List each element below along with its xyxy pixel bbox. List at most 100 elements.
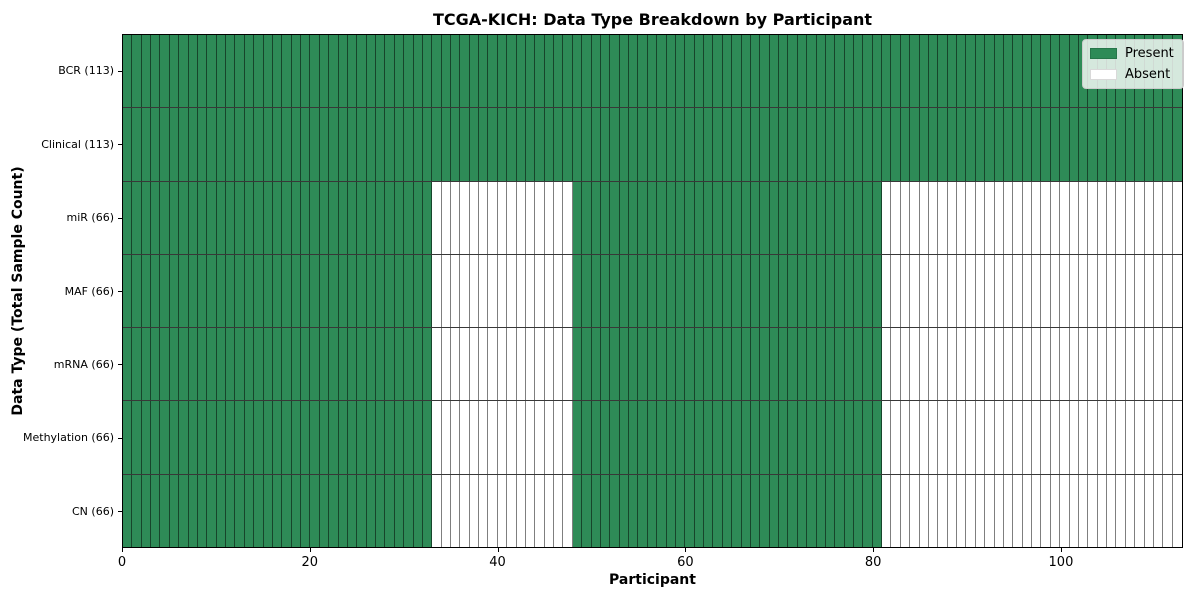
matrix-cell [357,35,367,108]
x-tick-label: 20 [301,555,319,570]
matrix-cell [329,328,339,401]
matrix-cell [919,35,929,108]
matrix-cell [675,181,686,254]
matrix-cell [188,181,198,254]
matrix-cell [1163,401,1173,474]
matrix-cell [657,401,667,474]
matrix-cell [1116,401,1126,474]
matrix-cell [207,328,217,401]
matrix-cell [282,474,292,547]
matrix-cell [376,181,386,254]
matrix-cell [235,328,245,401]
matrix-cell [235,35,245,108]
matrix-cell [779,35,789,108]
matrix-cell [928,328,939,401]
matrix-cell [629,401,639,474]
matrix-cell [947,35,958,108]
matrix-cell [994,254,1004,328]
matrix-cell [844,254,854,328]
matrix-cell [1078,328,1089,401]
matrix-cell [1078,474,1089,547]
matrix-cell [1135,401,1145,474]
matrix-cell [882,474,892,547]
x-tick-mark [309,548,311,552]
matrix-cell [451,474,461,547]
matrix-cell [863,328,873,401]
matrix-cell [1032,108,1042,181]
matrix-cell [807,328,817,401]
matrix-cell [207,401,217,474]
matrix-cell [451,328,461,401]
matrix-cell [694,401,705,474]
matrix-cell [507,181,517,254]
matrix-cell [600,254,611,328]
matrix-cell [872,401,883,474]
matrix-cell [413,108,423,181]
matrix-cell [1069,474,1079,547]
matrix-cell [1032,35,1042,108]
matrix-cell [891,181,901,254]
matrix-cell [357,474,367,547]
matrix-cell [244,401,255,474]
matrix-cell [535,254,545,328]
matrix-cell [441,108,451,181]
matrix-cell [957,254,967,328]
matrix-cell [497,328,508,401]
matrix-cell [985,35,995,108]
matrix-cell [544,254,555,328]
matrix-cell [197,108,208,181]
matrix-cell [460,328,470,401]
matrix-cell [825,474,836,547]
matrix-row [123,108,1182,182]
matrix-cell [310,108,320,181]
matrix-cell [675,108,686,181]
matrix-cell [1107,474,1117,547]
matrix-cell [1144,474,1154,547]
matrix-cell [957,181,967,254]
matrix-cell [900,328,911,401]
matrix-cell [957,35,967,108]
matrix-cell [985,254,995,328]
matrix-cell [657,254,667,328]
matrix-cell [666,401,676,474]
matrix-cell [1022,35,1033,108]
matrix-cell [722,474,733,547]
matrix-cell [591,181,601,254]
matrix-cell [301,328,311,401]
matrix-cell [123,35,133,108]
matrix-cell [1153,181,1164,254]
matrix-cell [835,328,845,401]
matrix-cell [807,254,817,328]
matrix-cell [685,474,695,547]
matrix-cell [160,401,170,474]
matrix-cell [413,328,423,401]
matrix-cell [441,401,451,474]
matrix-cell [179,254,189,328]
matrix-cell [957,108,967,181]
matrix-cell [769,108,780,181]
matrix-cell [638,35,648,108]
matrix-cell [1125,254,1136,328]
legend-item-absent: Absent [1090,67,1174,82]
matrix-cell [179,181,189,254]
matrix-cell [141,254,152,328]
matrix-cell [366,35,377,108]
matrix-cell [1003,108,1014,181]
matrix-cell [694,474,705,547]
matrix-row [123,328,1182,402]
matrix-cell [666,35,676,108]
matrix-cell [1125,474,1136,547]
matrix-cell [685,181,695,254]
matrix-cell [329,108,339,181]
matrix-cell [1069,108,1079,181]
matrix-cell [797,254,808,328]
matrix-cell [319,401,330,474]
matrix-cell [451,35,461,108]
matrix-cell [600,35,611,108]
matrix-cell [760,328,770,401]
matrix-cell [404,108,414,181]
matrix-cell [741,401,751,474]
matrix-cell [535,328,545,401]
matrix-cell [610,328,620,401]
matrix-cell [169,474,180,547]
